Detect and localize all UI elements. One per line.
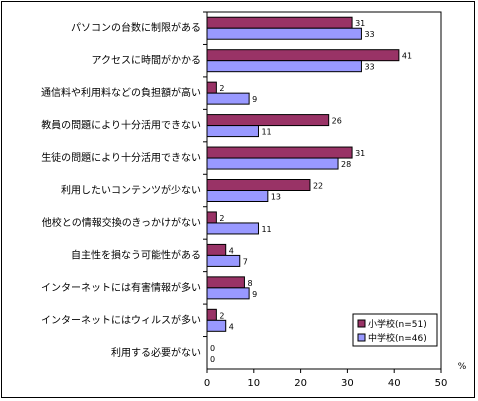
x-axis: 0 10 20 30 40 50%: [203, 11, 467, 389]
x-tick-label: 10: [247, 378, 260, 389]
category-label: アクセスに時間がかかる: [92, 54, 202, 67]
legend-label: 小学校(n=51): [368, 318, 427, 330]
value-label: 0: [210, 344, 215, 353]
bar: [206, 114, 330, 127]
bar: [206, 287, 250, 300]
category-labels: パソコンの台数に制限があるアクセスに時間がかかる通信料や利用料などの負担額が高い…: [41, 21, 201, 359]
bar: [206, 157, 339, 170]
value-label: 4: [229, 246, 234, 255]
value-label: 9: [252, 290, 257, 299]
bar: [206, 125, 259, 138]
bar: [206, 92, 250, 105]
value-label: 13: [271, 193, 281, 202]
x-tick-label: 30: [341, 378, 354, 389]
bar: [206, 276, 245, 289]
legend-swatch: [357, 319, 366, 328]
bar: [206, 49, 400, 62]
legend-swatch: [357, 333, 366, 342]
value-label: 28: [341, 160, 351, 169]
legend-box: [352, 313, 438, 347]
x-unit-label: %: [458, 362, 467, 372]
bar: [206, 81, 217, 94]
bar: [206, 146, 353, 159]
value-label: 26: [332, 117, 342, 126]
x-tick-label: 0: [204, 378, 210, 389]
x-tick-label: 50: [435, 378, 448, 389]
category-label: 利用したいコンテンツが少ない: [61, 184, 201, 197]
value-label: 31: [355, 149, 365, 158]
value-label: 22: [313, 182, 323, 191]
value-label: 4: [229, 322, 234, 331]
x-tick-label: 20: [294, 378, 307, 389]
bar: [206, 27, 362, 40]
category-label: 利用する必要がない: [111, 346, 201, 359]
bar: [206, 319, 227, 332]
value-label: 8: [247, 279, 252, 288]
value-label: 33: [364, 30, 374, 39]
category-label: インターネットには有害情報が多い: [41, 281, 201, 294]
value-label: 7: [243, 257, 248, 266]
legend-label: 中学校(n=46): [368, 332, 427, 344]
category-label: 通信料や利用料などの負担額が高い: [41, 86, 201, 99]
value-label: 0: [210, 355, 215, 364]
x-tick-label: 40: [388, 378, 401, 389]
bar: [206, 222, 259, 235]
category-label: 生徒の問題により十分活用できない: [41, 151, 201, 164]
value-label: 2: [219, 84, 224, 93]
category-label: 教員の問題により十分活用できない: [41, 119, 201, 132]
bar: [206, 243, 227, 256]
value-label: 9: [252, 95, 257, 104]
category-label: インターネットにはウィルスが多い: [41, 313, 201, 326]
category-label: 他校との情報交換のきっかけがない: [42, 216, 201, 229]
category-label: パソコンの台数に制限がある: [71, 21, 201, 34]
bars: [206, 16, 400, 332]
value-label: 2: [219, 214, 224, 223]
value-label: 33: [364, 63, 374, 72]
legend: 小学校(n=51) 中学校(n=46): [352, 313, 438, 347]
bar: [206, 60, 362, 73]
value-label: 2: [219, 311, 224, 320]
bar: [206, 211, 217, 224]
bar: [206, 190, 269, 202]
bar: [206, 254, 241, 267]
bar: [206, 16, 353, 29]
bar: [206, 179, 311, 191]
bar: [206, 308, 217, 321]
value-label: 11: [261, 128, 271, 137]
value-label: 41: [402, 52, 412, 61]
value-label: 11: [261, 225, 271, 234]
value-label: 31: [355, 19, 365, 28]
category-label: 自主性を損なう可能性がある: [71, 248, 201, 261]
